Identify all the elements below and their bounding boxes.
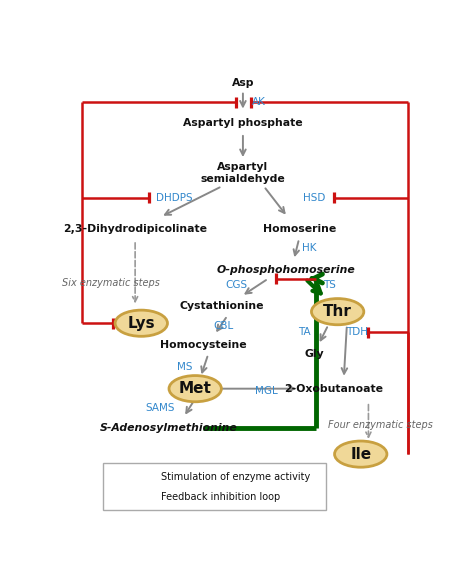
FancyBboxPatch shape	[103, 463, 326, 510]
Text: Aspartyl phosphate: Aspartyl phosphate	[183, 118, 303, 128]
Text: TS: TS	[323, 280, 337, 290]
Text: 2-Oxobutanoate: 2-Oxobutanoate	[284, 384, 383, 393]
Text: Homocysteine: Homocysteine	[160, 340, 246, 350]
Text: TA: TA	[298, 328, 311, 338]
Text: CBL: CBL	[214, 321, 234, 331]
Text: TDH: TDH	[346, 328, 368, 338]
Text: Ile: Ile	[350, 446, 371, 461]
Text: Gly: Gly	[305, 349, 324, 359]
Text: 2,3-Dihydrodipicolinate: 2,3-Dihydrodipicolinate	[63, 223, 207, 233]
Text: Cystathionine: Cystathionine	[180, 301, 264, 311]
Text: Stimulation of enzyme activity: Stimulation of enzyme activity	[161, 472, 310, 482]
Text: Aspartyl
semialdehyde: Aspartyl semialdehyde	[201, 162, 285, 184]
Text: Homoserine: Homoserine	[263, 223, 336, 233]
Ellipse shape	[115, 310, 167, 336]
Text: Feedback inhibition loop: Feedback inhibition loop	[161, 492, 280, 502]
Ellipse shape	[311, 298, 364, 325]
Text: S-Adenosylmethionine: S-Adenosylmethionine	[100, 423, 237, 433]
Text: SAMS: SAMS	[146, 403, 175, 413]
Text: Met: Met	[179, 381, 211, 396]
Text: Thr: Thr	[323, 304, 352, 319]
Text: Lys: Lys	[128, 316, 155, 331]
Ellipse shape	[335, 441, 387, 467]
Text: O-phosphohomoserine: O-phosphohomoserine	[217, 265, 356, 275]
Text: MS: MS	[177, 362, 193, 372]
Text: MGL: MGL	[255, 386, 277, 396]
Text: DHDPS: DHDPS	[156, 193, 193, 203]
Ellipse shape	[169, 376, 221, 402]
Text: CGS: CGS	[225, 280, 247, 290]
Text: HK: HK	[302, 242, 316, 253]
Text: Six enzymatic steps: Six enzymatic steps	[62, 278, 159, 288]
Text: Asp: Asp	[232, 78, 254, 88]
Text: HSD: HSD	[303, 193, 326, 203]
Text: AK: AK	[252, 97, 266, 107]
Text: Four enzymatic steps: Four enzymatic steps	[328, 420, 432, 430]
